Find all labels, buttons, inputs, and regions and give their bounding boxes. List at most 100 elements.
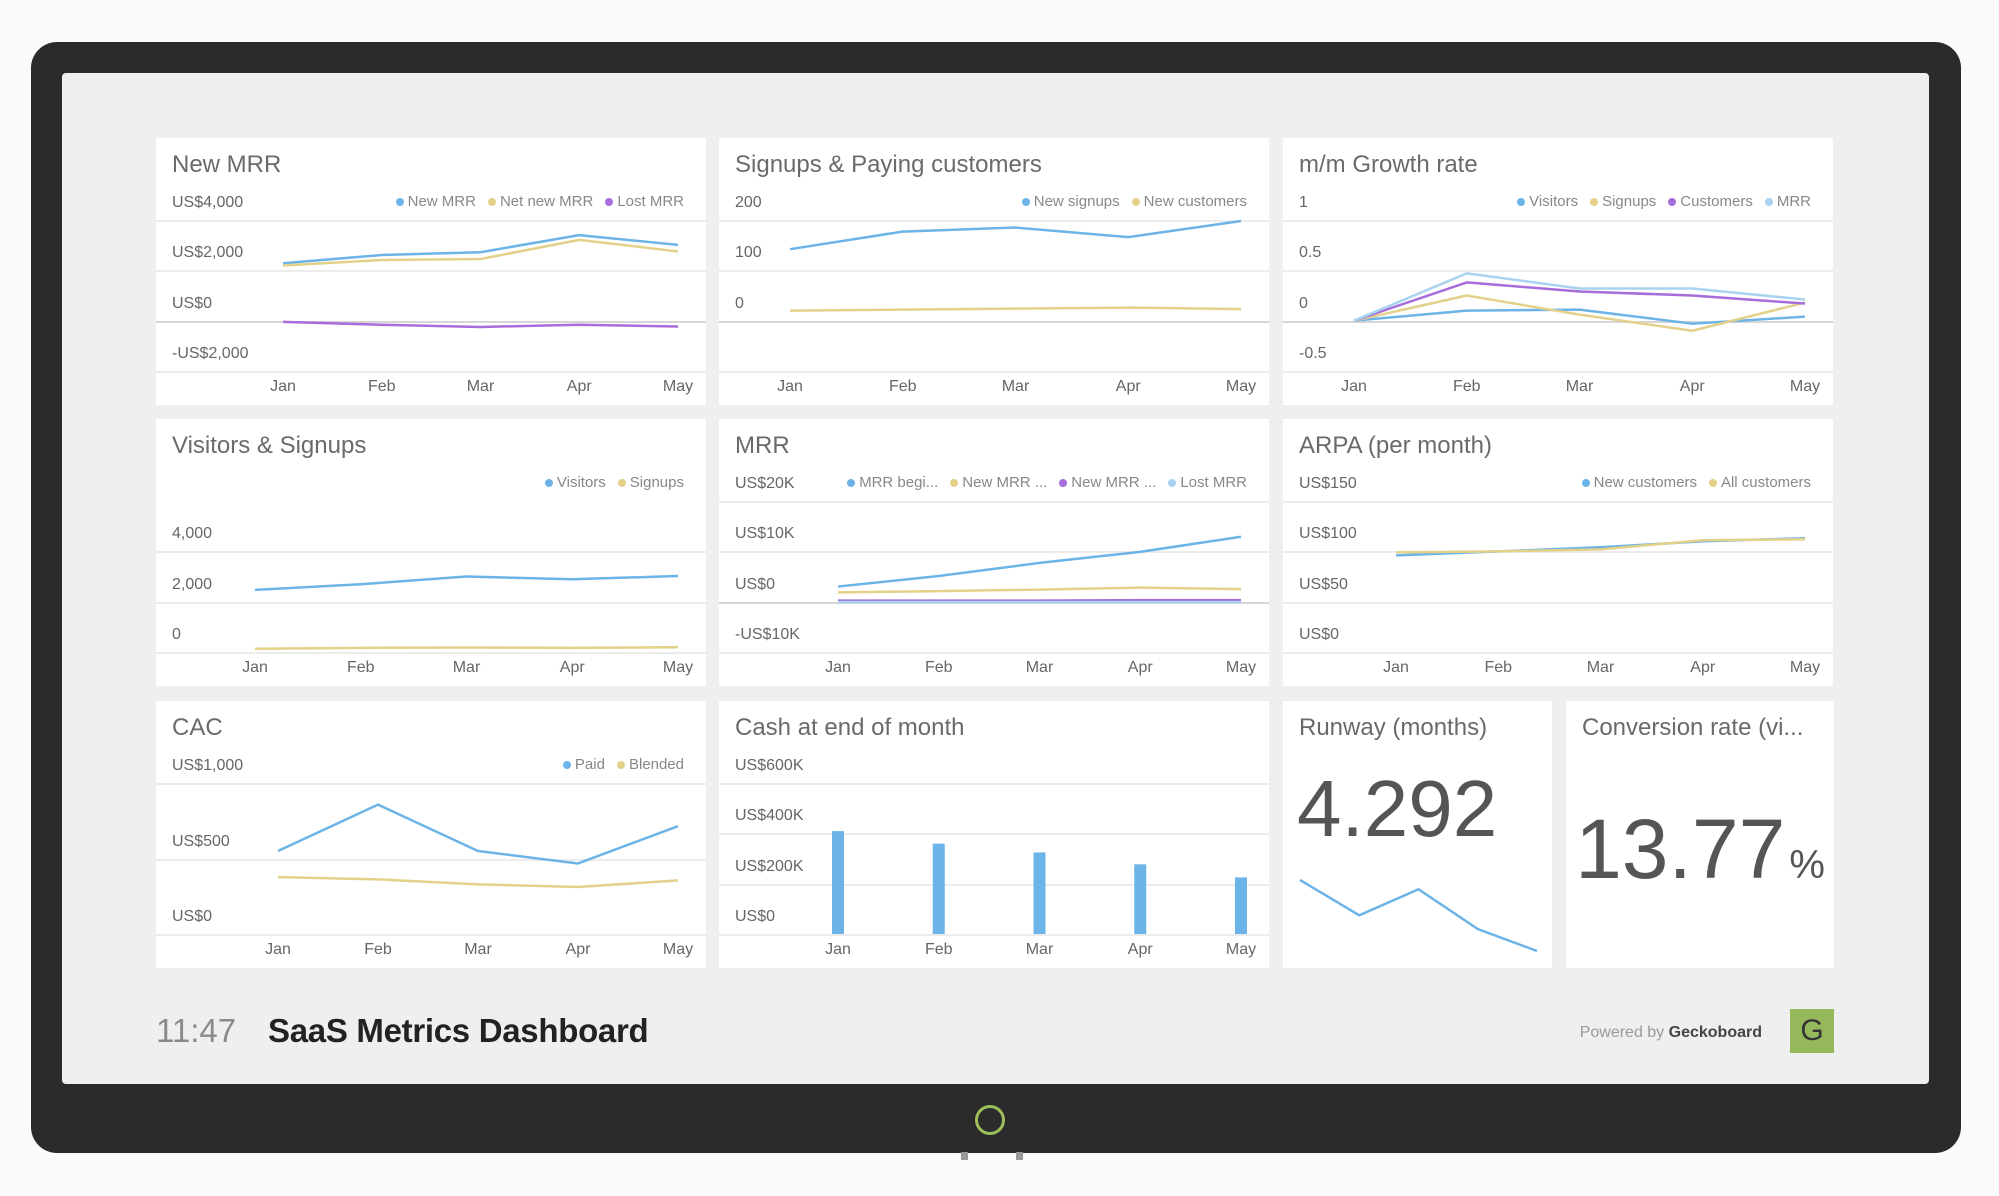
widget-title: CAC <box>172 714 223 741</box>
y-tick-label: US$50 <box>1299 575 1348 593</box>
stand-leg <box>1016 1152 1023 1160</box>
legend-item: Lost MRR <box>605 193 684 210</box>
legend-label: MRR <box>1776 193 1811 210</box>
legend-dot-icon <box>395 197 404 206</box>
y-tick-label: US$0 <box>735 575 776 593</box>
bar <box>932 843 945 934</box>
x-tick-label: Jan <box>825 659 851 676</box>
legend-item: New MRR ... <box>1059 474 1156 491</box>
baseline <box>719 371 1269 373</box>
widget-growth-rate: m/m Growth rate 1 0.5 0 -0.5 Jan Feb Mar Apr May V… <box>1283 138 1833 405</box>
legend-item: All customers <box>1708 474 1811 491</box>
legend-dot-icon <box>487 197 496 206</box>
legend-item: Net new MRR <box>487 193 594 210</box>
plot-area <box>1395 536 1806 557</box>
x-tick-label: Feb <box>346 659 375 676</box>
x-tick-label: May <box>662 941 694 958</box>
y-tick-label: US$400K <box>735 807 804 825</box>
series-line <box>1353 308 1806 325</box>
y-tick-label: US$10K <box>735 525 795 543</box>
y-tick-label: -0.5 <box>1299 345 1327 362</box>
legend-label: Net new MRR <box>499 193 594 210</box>
x-tick-label: Apr <box>565 941 591 958</box>
y-tick-label: 2,000 <box>172 575 213 593</box>
legend-label: Lost MRR <box>1180 474 1247 491</box>
widget-title: Signups & Paying customers <box>735 151 1042 178</box>
legend-item: Paid <box>562 756 605 773</box>
gridline <box>156 220 706 222</box>
legend-dot-icon <box>1708 478 1717 487</box>
x-tick-label: Mar <box>464 941 492 958</box>
series-line <box>789 306 1242 312</box>
widget-title: MRR <box>735 432 790 459</box>
brand-name: Geckoboard <box>1668 1024 1762 1041</box>
x-tick-label: Apr <box>559 659 585 676</box>
widget-conversion-rate: Conversion rate (vi... 13.77% <box>1566 701 1834 968</box>
runway-value: 4.292 <box>1297 764 1498 853</box>
x-tick-label: Apr <box>1679 378 1705 395</box>
y-tick-label: 1 <box>1299 194 1308 211</box>
legend-label: Signups <box>629 474 684 491</box>
legend-dot-icon <box>1131 197 1140 206</box>
legend-dot-icon <box>847 478 856 487</box>
legend-label: New customers <box>1593 474 1697 491</box>
x-tick-label: Feb <box>367 378 396 395</box>
legend-label: All customers <box>1720 474 1811 491</box>
y-tick-label: 0 <box>735 294 744 312</box>
legend-dot-icon <box>1581 478 1590 487</box>
legend-item: MRR <box>1764 193 1811 210</box>
legend-dot-icon <box>1059 478 1068 487</box>
gridline <box>156 320 706 323</box>
gridline <box>719 220 1269 222</box>
y-tick-label: US$0 <box>735 908 776 925</box>
series-line <box>789 219 1242 251</box>
plot-area <box>277 803 679 889</box>
y-tick-label: US$20K <box>735 475 795 492</box>
conversion-unit: % <box>1789 843 1825 887</box>
legend-dot-icon <box>562 760 571 769</box>
legend-item: New signups <box>1021 193 1120 210</box>
series-line <box>282 233 679 265</box>
legend-label: Customers <box>1680 193 1753 210</box>
gridline <box>156 601 706 604</box>
widget-title: Cash at end of month <box>735 714 965 741</box>
gridline <box>719 320 1269 323</box>
powered-by-label: Powered by <box>1579 1024 1665 1041</box>
y-tick-label: US$600K <box>735 757 804 774</box>
series-line <box>277 875 679 889</box>
legend-dot-icon <box>544 478 553 487</box>
x-tick-label: May <box>662 378 694 395</box>
x-tick-label: Feb <box>1484 659 1513 676</box>
legend: Visitors Signups Customers MRR <box>1517 193 1811 210</box>
y-tick-label: -US$2,000 <box>172 345 249 362</box>
plot-area <box>282 233 679 329</box>
x-tick-label: May <box>1225 659 1257 676</box>
widget-title: ARPA (per month) <box>1299 432 1492 459</box>
legend: Visitors Signups <box>544 474 684 491</box>
sparkline-line <box>1299 878 1538 953</box>
bar <box>1033 852 1046 934</box>
plot-area <box>789 219 1242 312</box>
widget-new-mrr: New MRR US$4,000 US$2,000 US$0 -US$2,000 Jan F… <box>156 138 706 405</box>
legend-label: New MRR ... <box>1071 474 1157 491</box>
baseline <box>1283 652 1833 654</box>
gridline <box>156 783 706 785</box>
legend: New signups New customers <box>1021 193 1247 210</box>
dashboard-title: SaaS Metrics Dashboard <box>268 1012 649 1049</box>
legend-label: New MRR <box>407 193 476 210</box>
widget-title: Runway (months) <box>1299 714 1488 741</box>
widget-title: Conversion rate (vi... <box>1582 714 1804 741</box>
legend-label: Visitors <box>556 474 606 491</box>
gridline <box>156 858 706 861</box>
series-line <box>254 645 679 650</box>
gridline <box>719 551 1269 554</box>
legend-dot-icon <box>950 478 959 487</box>
x-tick-label: Mar <box>452 659 481 676</box>
bar <box>1134 864 1147 934</box>
legend-label: MRR begi... <box>859 474 939 491</box>
baseline <box>719 652 1269 654</box>
gridline <box>719 501 1269 503</box>
conversion-value: 13.77 <box>1575 802 1786 896</box>
legend-label: New MRR ... <box>962 474 1048 491</box>
gridline <box>1283 501 1833 503</box>
